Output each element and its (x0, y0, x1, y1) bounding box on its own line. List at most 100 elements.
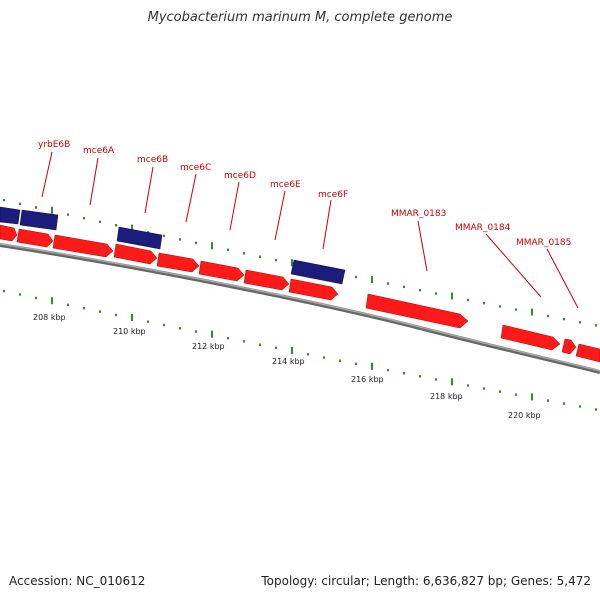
inner-tick-mark (211, 330, 213, 338)
inner-tick-mark (19, 293, 21, 296)
inner-tick-mark (355, 362, 357, 365)
gene-label[interactable]: MMAR_0185 (516, 238, 571, 248)
outer-tick-mark (275, 258, 277, 262)
callout-mce6D (229, 181, 240, 231)
inner-tick-mark (275, 346, 277, 350)
inner-tick-mark (323, 356, 325, 359)
outer-tick-mark (355, 275, 357, 279)
outer-tick-mark (387, 282, 389, 285)
gene-label[interactable]: mce6D (224, 171, 256, 181)
gene-labels: yrbE6B mce6A mce6B mce6C mce6D mce6E mce… (38, 140, 571, 248)
gene-label[interactable]: MMAR_0184 (455, 223, 511, 233)
callout-mce6C (185, 173, 197, 223)
kbp-labels: 208 kbp 210 kbp 212 kbp 214 kbp 216 kbp … (33, 313, 541, 420)
inner-tick-mark (547, 399, 549, 402)
gene-label[interactable]: mce6C (180, 163, 211, 173)
inner-tick-mark (243, 340, 245, 343)
gene-MMAR_0184[interactable] (500, 324, 561, 351)
gene-label[interactable]: yrbE6B (38, 140, 70, 150)
outer-tick-mark (371, 276, 373, 284)
gene-label[interactable]: mce6A (83, 146, 115, 156)
gene-mce6E[interactable] (243, 269, 290, 291)
outer-tick-mark (579, 321, 581, 324)
outer-tick-mark (115, 224, 117, 227)
gene-mce6B[interactable] (116, 226, 163, 250)
inner-tick-mark (435, 378, 437, 381)
outer-tick-mark (419, 289, 421, 292)
gene-label[interactable]: mce6E (270, 180, 301, 190)
kbp-label: 220 kbp (508, 411, 541, 420)
inner-tick-ring (3, 289, 597, 411)
kbp-label: 208 kbp (33, 313, 66, 322)
inner-tick-mark (563, 402, 565, 405)
inner-tick-mark (403, 372, 405, 375)
gene-arrow-1[interactable] (16, 228, 54, 248)
gene-arrow-partial[interactable] (0, 224, 18, 242)
genome-backbone (0, 243, 600, 374)
gene-label[interactable]: mce6F (318, 190, 348, 200)
inner-tick-mark (451, 378, 453, 386)
inner-tick-mark (595, 408, 597, 411)
outer-tick-mark (131, 224, 133, 232)
outer-tick-mark (451, 292, 453, 300)
inner-tick-mark (483, 387, 485, 390)
inner-tick-mark (163, 323, 165, 327)
inner-tick-mark (579, 405, 581, 408)
gene-MMAR_0185[interactable] (561, 338, 577, 355)
gene-yrbE6B-partial[interactable] (0, 206, 21, 225)
gene-mce6F[interactable] (290, 259, 346, 285)
outer-tick-mark (435, 292, 437, 295)
gene-mce6C[interactable] (156, 252, 200, 273)
outer-tick-mark (259, 255, 261, 258)
outer-tick-mark (19, 202, 21, 205)
inner-tick-mark (99, 310, 101, 313)
outer-tick-mark (83, 217, 85, 220)
inner-tick-mark (83, 307, 85, 310)
outer-tick-ring (3, 198, 597, 327)
outer-tick-mark (403, 285, 405, 289)
gene-mce6B-arrow[interactable] (113, 243, 158, 265)
gene-mce6A[interactable] (52, 234, 114, 258)
inner-tick-mark (115, 313, 117, 317)
outer-tick-mark (163, 234, 165, 238)
inner-tick-mark (531, 393, 533, 401)
gene-label[interactable]: mce6B (137, 155, 168, 165)
inner-tick-mark (467, 384, 469, 387)
outer-tick-mark (179, 238, 181, 241)
outer-tick-mark (227, 248, 229, 251)
outer-tick-mark (499, 305, 501, 308)
inner-tick-mark (131, 314, 133, 322)
inner-tick-mark (3, 289, 5, 293)
gene-label[interactable]: MMAR_0183 (391, 209, 446, 219)
inner-tick-mark (147, 320, 149, 323)
callout-MMAR_0185 (546, 248, 579, 309)
gene-yrbE6B[interactable] (19, 209, 59, 231)
outer-tick-mark (547, 314, 549, 318)
gene-MMAR_0183[interactable] (365, 293, 469, 329)
inner-tick-mark (307, 353, 309, 356)
outer-tick-mark (99, 220, 101, 223)
inner-tick-mark (419, 375, 421, 378)
outer-tick-mark (243, 252, 245, 255)
callout-MMAR_0184 (485, 233, 542, 298)
inner-tick-mark (35, 296, 37, 300)
callout-mce6E (274, 190, 286, 241)
outer-tick-mark (211, 242, 213, 250)
kbp-label: 218 kbp (430, 392, 463, 401)
callout-MMAR_0183 (417, 220, 428, 272)
gene-mce6D[interactable] (198, 260, 245, 282)
gene-arrow-partial-right[interactable] (575, 343, 600, 363)
outer-tick-mark (3, 198, 5, 202)
outer-tick-mark (291, 259, 293, 267)
forward-strand-track (0, 224, 600, 363)
outer-tick-mark (531, 308, 533, 316)
accession-label: Accession: NC_010612 (9, 574, 146, 588)
kbp-label: 212 kbp (192, 342, 225, 351)
outer-tick-mark (563, 317, 565, 321)
inner-tick-mark (195, 330, 197, 333)
gene-mce6F-arrow[interactable] (288, 278, 339, 301)
inner-tick-mark (179, 327, 181, 330)
map-title: Mycobacterium marinum M, complete genome (147, 10, 453, 25)
outer-tick-mark (35, 206, 37, 209)
